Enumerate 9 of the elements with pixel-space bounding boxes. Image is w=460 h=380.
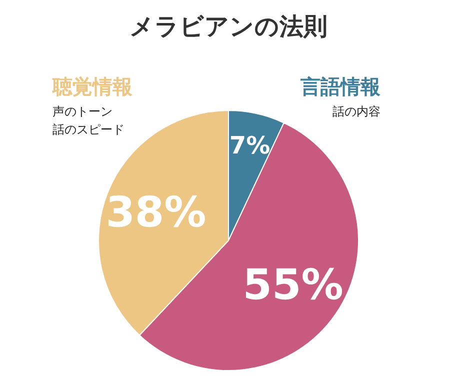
data-label: 55% <box>242 260 344 309</box>
text: 話のスピード <box>52 122 124 136</box>
data-label: 38% <box>106 187 206 236</box>
chart-title: メラビアンの法則 <box>130 12 328 40</box>
slice-label: 聴覚情報 <box>52 74 134 98</box>
text: 話の内容 <box>332 104 380 118</box>
data-label: 7% <box>229 131 270 160</box>
slice-label: 言語情報 <box>300 74 382 98</box>
text: 声のトーン <box>52 104 112 118</box>
